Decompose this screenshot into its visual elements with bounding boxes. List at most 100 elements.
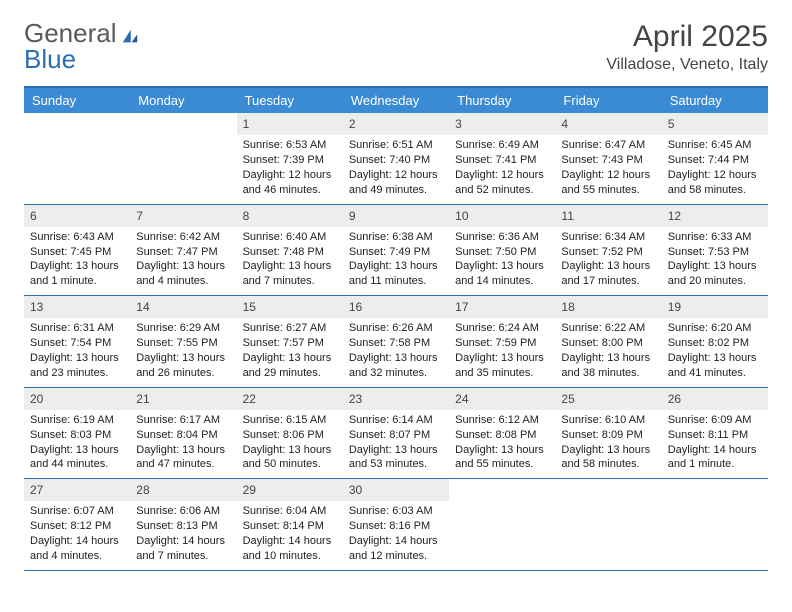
day-sunrise: Sunrise: 6:03 AM: [349, 504, 443, 519]
day-sunrise: Sunrise: 6:22 AM: [561, 321, 655, 336]
day-cell: 18Sunrise: 6:22 AMSunset: 8:00 PMDayligh…: [555, 296, 661, 387]
day-daylight: Daylight: 13 hours and 29 minutes.: [243, 351, 337, 381]
day-cell: 21Sunrise: 6:17 AMSunset: 8:04 PMDayligh…: [130, 388, 236, 479]
day-daylight: Daylight: 13 hours and 32 minutes.: [349, 351, 443, 381]
day-body: Sunrise: 6:07 AMSunset: 8:12 PMDaylight:…: [24, 501, 130, 569]
day-sunset: Sunset: 8:06 PM: [243, 428, 337, 443]
week-row: 1Sunrise: 6:53 AMSunset: 7:39 PMDaylight…: [24, 113, 768, 205]
logo-sail-icon: [120, 22, 140, 48]
day-header-tue: Tuesday: [237, 88, 343, 113]
day-number: 9: [343, 205, 449, 227]
day-header-sat: Saturday: [662, 88, 768, 113]
day-cell: 30Sunrise: 6:03 AMSunset: 8:16 PMDayligh…: [343, 479, 449, 570]
day-cell: [24, 113, 130, 204]
day-cell: 5Sunrise: 6:45 AMSunset: 7:44 PMDaylight…: [662, 113, 768, 204]
day-daylight: Daylight: 14 hours and 4 minutes.: [30, 534, 124, 564]
day-daylight: Daylight: 12 hours and 55 minutes.: [561, 168, 655, 198]
day-sunrise: Sunrise: 6:45 AM: [668, 138, 762, 153]
day-header-fri: Friday: [555, 88, 661, 113]
day-number: 25: [555, 388, 661, 410]
day-body: Sunrise: 6:29 AMSunset: 7:55 PMDaylight:…: [130, 318, 236, 386]
day-daylight: Daylight: 13 hours and 11 minutes.: [349, 259, 443, 289]
day-cell: 27Sunrise: 6:07 AMSunset: 8:12 PMDayligh…: [24, 479, 130, 570]
day-sunset: Sunset: 8:00 PM: [561, 336, 655, 351]
day-body: Sunrise: 6:53 AMSunset: 7:39 PMDaylight:…: [237, 135, 343, 203]
day-sunset: Sunset: 8:16 PM: [349, 519, 443, 534]
day-cell: 17Sunrise: 6:24 AMSunset: 7:59 PMDayligh…: [449, 296, 555, 387]
week-row: 20Sunrise: 6:19 AMSunset: 8:03 PMDayligh…: [24, 388, 768, 480]
day-body: Sunrise: 6:26 AMSunset: 7:58 PMDaylight:…: [343, 318, 449, 386]
day-sunrise: Sunrise: 6:42 AM: [136, 230, 230, 245]
day-body: Sunrise: 6:34 AMSunset: 7:52 PMDaylight:…: [555, 227, 661, 295]
title-block: April 2025 Villadose, Veneto, Italy: [606, 20, 768, 74]
day-sunrise: Sunrise: 6:36 AM: [455, 230, 549, 245]
day-header-thu: Thursday: [449, 88, 555, 113]
day-cell: 13Sunrise: 6:31 AMSunset: 7:54 PMDayligh…: [24, 296, 130, 387]
week-row: 13 Sunrise: 6:31 AMSunset: 7:54 PM Dayligh…: [24, 296, 768, 388]
day-number: 27: [24, 479, 130, 501]
day-body: Sunrise: 6:04 AMSunset: 8:14 PMDaylight:…: [237, 501, 343, 569]
day-daylight: Daylight: 13 hours and 41 minutes.: [668, 351, 762, 381]
day-sunset: Sunset: 7:54 PM: [30, 336, 124, 351]
day-body: Sunrise: 6:14 AMSunset: 8:07 PMDaylight:…: [343, 410, 449, 478]
day-body: Sunrise: 6:10 AMSunset: 8:09 PMDaylight:…: [555, 410, 661, 478]
day-cell: 22Sunrise: 6:15 AMSunset: 8:06 PMDayligh…: [237, 388, 343, 479]
day-body: Sunrise: 6:19 AMSunset: 8:03 PMDaylight:…: [24, 410, 130, 478]
day-sunrise: Sunrise: 6:09 AM: [668, 413, 762, 428]
day-daylight: Daylight: 12 hours and 46 minutes.: [243, 168, 337, 198]
day-cell: 4Sunrise: 6:47 AMSunset: 7:43 PMDaylight…: [555, 113, 661, 204]
weeks-container: 1Sunrise: 6:53 AMSunset: 7:39 PMDaylight…: [24, 113, 768, 571]
day-sunrise: Sunrise: 6:06 AM: [136, 504, 230, 519]
day-number: 7: [130, 205, 236, 227]
day-cell: 1Sunrise: 6:53 AMSunset: 7:39 PMDaylight…: [237, 113, 343, 204]
day-sunset: Sunset: 7:50 PM: [455, 245, 549, 260]
day-number: 22: [237, 388, 343, 410]
day-number: 19: [662, 296, 768, 318]
day-body: Sunrise: 6:17 AMSunset: 8:04 PMDaylight:…: [130, 410, 236, 478]
day-sunset: Sunset: 7:55 PM: [136, 336, 230, 351]
day-cell: 19Sunrise: 6:20 AMSunset: 8:02 PMDayligh…: [662, 296, 768, 387]
day-number: 13: [24, 296, 130, 318]
day-number: 26: [662, 388, 768, 410]
day-daylight: Daylight: 14 hours and 1 minute.: [668, 443, 762, 473]
day-daylight: Daylight: 13 hours and 58 minutes.: [561, 443, 655, 473]
day-number: 3: [449, 113, 555, 135]
logo-text-blue: Blue: [24, 44, 76, 74]
day-sunrise: Sunrise: 6:40 AM: [243, 230, 337, 245]
day-body: Sunrise: 6:43 AMSunset: 7:45 PMDaylight:…: [24, 227, 130, 295]
day-body: Sunrise: 6:45 AMSunset: 7:44 PMDaylight:…: [662, 135, 768, 203]
day-daylight: Daylight: 13 hours and 44 minutes.: [30, 443, 124, 473]
day-sunset: Sunset: 7:47 PM: [136, 245, 230, 260]
day-header-row: Sunday Monday Tuesday Wednesday Thursday…: [24, 88, 768, 113]
day-sunrise: Sunrise: 6:31 AM: [30, 321, 124, 336]
day-sunrise: Sunrise: 6:14 AM: [349, 413, 443, 428]
day-number: 15: [237, 296, 343, 318]
day-cell: 16Sunrise: 6:26 AMSunset: 7:58 PMDayligh…: [343, 296, 449, 387]
day-header-sun: Sunday: [24, 88, 130, 113]
day-daylight: Daylight: 12 hours and 52 minutes.: [455, 168, 549, 198]
day-sunrise: Sunrise: 6:24 AM: [455, 321, 549, 336]
day-number: 8: [237, 205, 343, 227]
day-sunrise: Sunrise: 6:26 AM: [349, 321, 443, 336]
day-sunset: Sunset: 7:58 PM: [349, 336, 443, 351]
day-number: 16: [343, 296, 449, 318]
day-body: Sunrise: 6:09 AMSunset: 8:11 PMDaylight:…: [662, 410, 768, 478]
day-sunset: Sunset: 7:41 PM: [455, 153, 549, 168]
day-cell: 28Sunrise: 6:06 AMSunset: 8:13 PMDayligh…: [130, 479, 236, 570]
header: GeneralBlue April 2025 Villadose, Veneto…: [24, 20, 768, 74]
day-cell: [555, 479, 661, 570]
day-body: Sunrise: 6:33 AMSunset: 7:53 PMDaylight:…: [662, 227, 768, 295]
day-sunrise: Sunrise: 6:53 AM: [243, 138, 337, 153]
day-sunrise: Sunrise: 6:15 AM: [243, 413, 337, 428]
day-body: Sunrise: 6:47 AMSunset: 7:43 PMDaylight:…: [555, 135, 661, 203]
day-daylight: Daylight: 13 hours and 55 minutes.: [455, 443, 549, 473]
day-cell: 24Sunrise: 6:12 AMSunset: 8:08 PMDayligh…: [449, 388, 555, 479]
day-sunset: Sunset: 7:45 PM: [30, 245, 124, 260]
day-cell: 12Sunrise: 6:33 AMSunset: 7:53 PMDayligh…: [662, 205, 768, 296]
day-daylight: Daylight: 13 hours and 4 minutes.: [136, 259, 230, 289]
day-cell: 2Sunrise: 6:51 AMSunset: 7:40 PMDaylight…: [343, 113, 449, 204]
day-sunset: Sunset: 7:52 PM: [561, 245, 655, 260]
day-number: 14: [130, 296, 236, 318]
day-cell: 15Sunrise: 6:27 AMSunset: 7:57 PMDayligh…: [237, 296, 343, 387]
day-sunset: Sunset: 8:02 PM: [668, 336, 762, 351]
